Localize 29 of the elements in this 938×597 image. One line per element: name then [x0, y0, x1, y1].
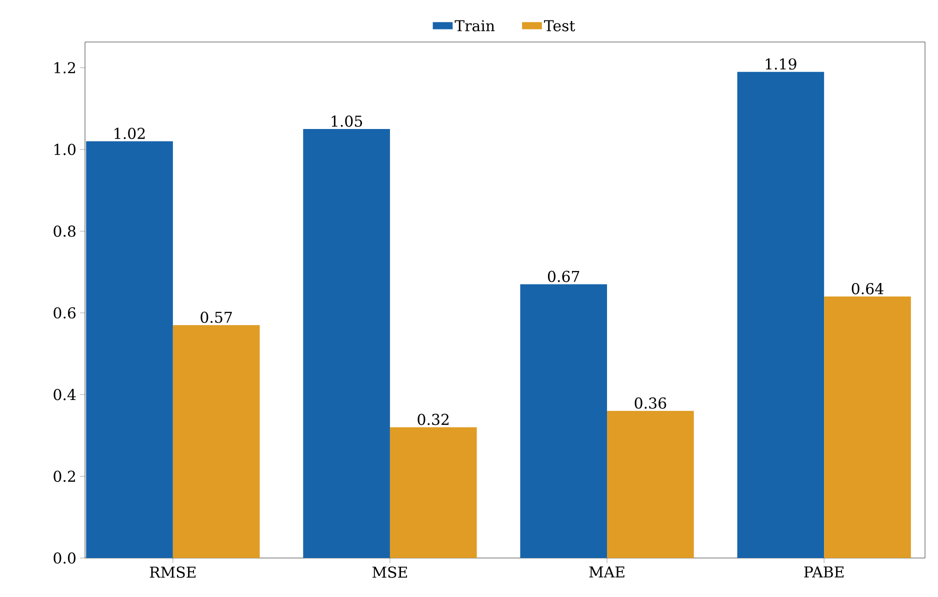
data-label: 0.67	[548, 270, 580, 282]
data-label: 0.57	[200, 312, 232, 323]
legend-label: Test	[544, 20, 576, 32]
data-label: 0.36	[634, 397, 666, 409]
y-tick-label: 1.0	[54, 144, 76, 156]
data-label: 1.02	[114, 128, 145, 140]
data-label: 1.05	[332, 116, 362, 127]
y-tick-label: 0.6	[54, 307, 76, 319]
bar	[172, 325, 260, 558]
y-tick-label: 0.0	[54, 552, 76, 564]
bar	[737, 72, 824, 558]
data-label: 0.32	[418, 414, 449, 426]
data-label: 1.19	[766, 58, 796, 70]
y-tick-label: 0.2	[54, 470, 75, 482]
bar	[303, 129, 390, 558]
y-tick-label: 0.8	[54, 226, 76, 237]
bar	[520, 284, 608, 558]
x-tick-label: MAE	[589, 566, 624, 578]
x-tick-label: PABE	[804, 566, 844, 578]
bar	[824, 296, 911, 558]
y-tick-label: 0.4	[54, 388, 76, 400]
data-label: 0.64	[852, 283, 884, 294]
x-tick-label: RMSE	[150, 566, 196, 578]
x-tick-label: MSE	[372, 566, 407, 578]
legend-label: Train	[454, 20, 495, 32]
bar	[390, 427, 477, 558]
bar	[607, 410, 694, 558]
bar	[86, 141, 173, 558]
y-tick-label: 1.2	[54, 62, 75, 74]
